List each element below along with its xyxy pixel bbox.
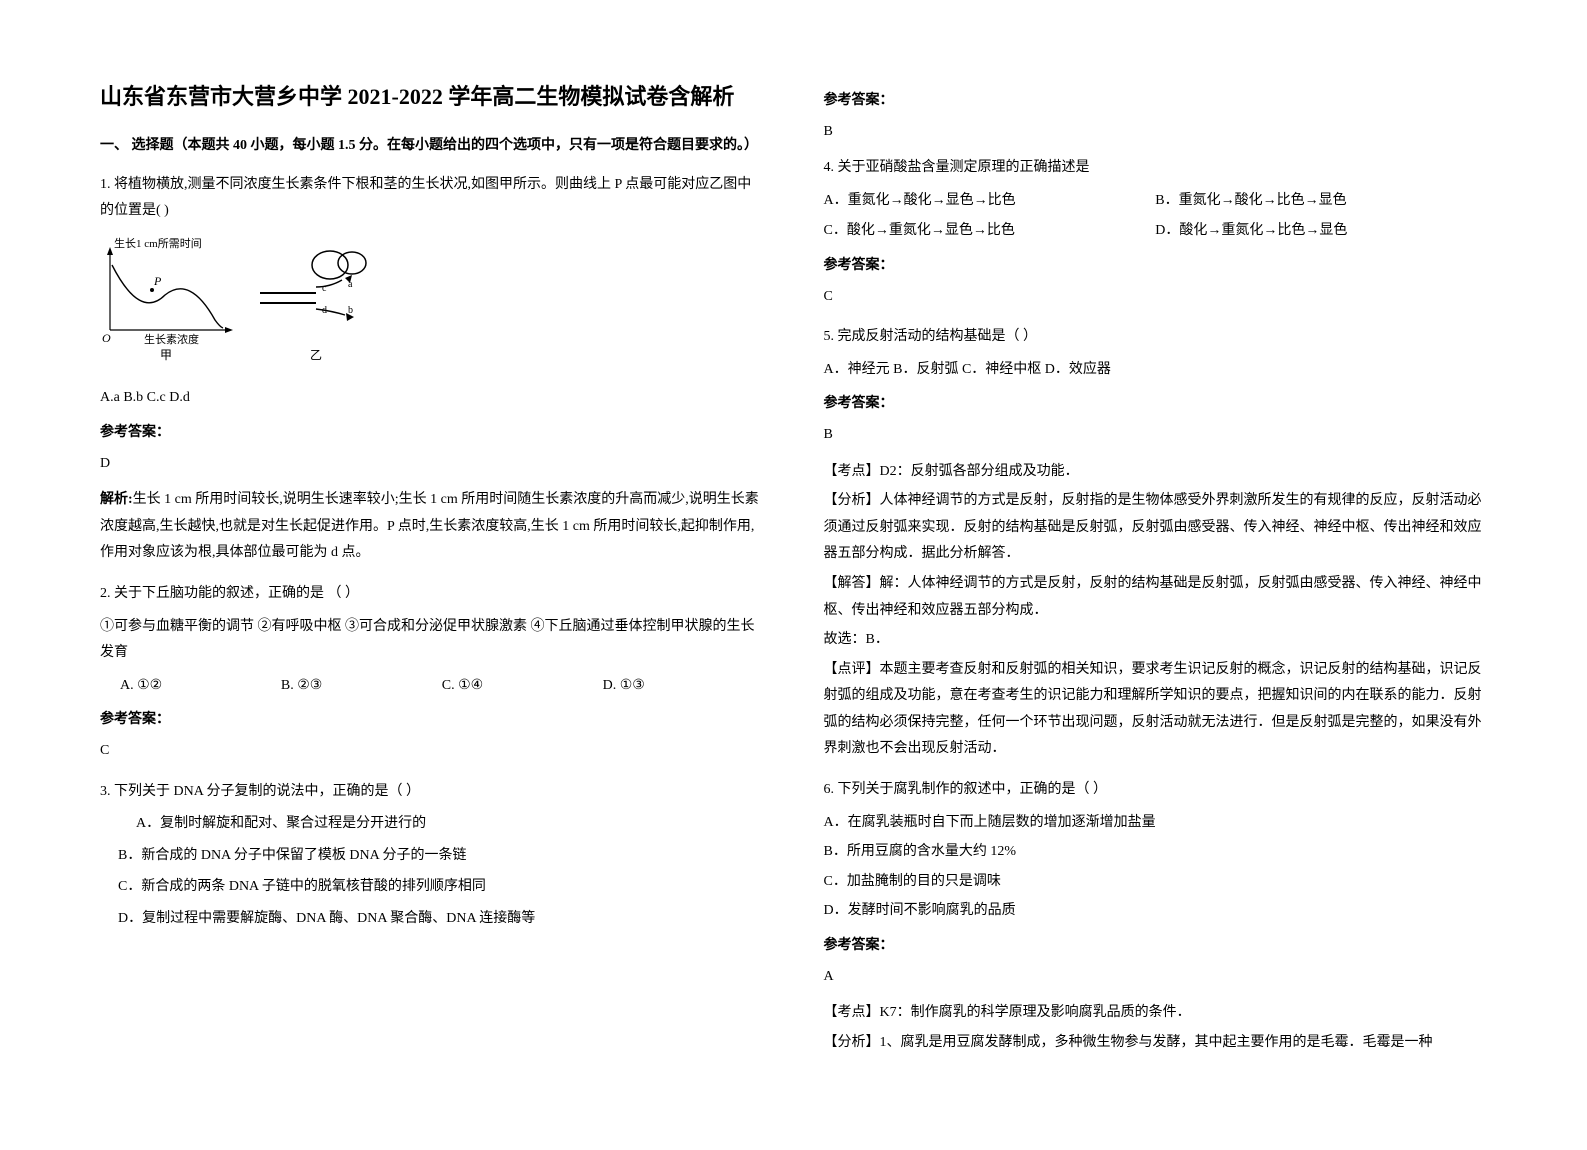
document-title: 山东省东营市大营乡中学 2021-2022 学年高二生物模拟试卷含解析: [100, 80, 764, 113]
svg-text:d: d: [322, 305, 327, 316]
question-1: 1. 将植物横放,测量不同浓度生长素条件下根和茎的生长状况,如图甲所示。则曲线上…: [100, 172, 764, 567]
svg-text:c: c: [322, 283, 327, 294]
q3-stem: 3. 下列关于 DNA 分子复制的说法中，正确的是（ ）: [100, 779, 764, 806]
q6-opt-a: A．在腐乳装瓶时自下而上随层数的增加逐渐增加盐量: [824, 810, 1488, 837]
question-4: 4. 关于亚硝酸盐含量测定原理的正确描述是 A．重氮化→酸化→显色→比色 B．重…: [824, 155, 1488, 310]
q6-opt-c: C．加盐腌制的目的只是调味: [824, 869, 1488, 896]
q2-opt-c: C. ①④: [442, 673, 603, 700]
answer-label: 参考答案：: [824, 253, 1488, 280]
left-column: 山东省东营市大营乡中学 2021-2022 学年高二生物模拟试卷含解析 一、 选…: [100, 80, 764, 1070]
q1-analysis-text: 生长 1 cm 所用时间较长,说明生长速率较小;生长 1 cm 所用时间随生长素…: [100, 492, 759, 560]
q4-opt-b: B．重氮化→酸化→比色→显色: [1155, 188, 1487, 215]
svg-text:b: b: [348, 305, 353, 316]
q4-options-row2: C．酸化→重氮化→显色→比色 D．酸化→重氮化→比色→显色: [824, 218, 1488, 245]
y-axis-label: 生长1 cm所需时间: [114, 236, 202, 250]
x-axis-label: 生长素浓度: [144, 332, 199, 346]
q1-options: A.a B.b C.c D.d: [100, 385, 764, 412]
q3-answer: B: [824, 119, 1488, 146]
left-caption: 甲: [160, 348, 172, 362]
answer-label: 参考答案：: [824, 933, 1488, 960]
q4-opt-a: A．重氮化→酸化→显色→比色: [824, 188, 1156, 215]
question-3: 3. 下列关于 DNA 分子复制的说法中，正确的是（ ） A．复制时解旋和配对、…: [100, 779, 764, 933]
q4-opt-c: C．酸化→重氮化→显色→比色: [824, 218, 1156, 245]
q6-kaodian: 【考点】K7：制作腐乳的科学原理及影响腐乳品质的条件．: [824, 1000, 1488, 1027]
q1-stem: 1. 将植物横放,测量不同浓度生长素条件下根和茎的生长状况,如图甲所示。则曲线上…: [100, 172, 764, 225]
q6-opt-d: D．发酵时间不影响腐乳的品质: [824, 898, 1488, 925]
q2-answer: C: [100, 738, 764, 765]
q5-jieda: 【解答】解：人体神经调节的方式是反射，反射的结构基础是反射弧，反射弧由感受器、传…: [824, 571, 1488, 624]
q1-analysis: 解析:生长 1 cm 所用时间较长,说明生长速率较小;生长 1 cm 所用时间随…: [100, 487, 764, 567]
q5-fenxi: 【分析】人体神经调节的方式是反射，反射指的是生物体感受外界刺激所发生的有规律的反…: [824, 488, 1488, 568]
q3-opt-a: A．复制时解旋和配对、聚合过程是分开进行的: [136, 811, 764, 838]
q5-guxuan: 故选：B．: [824, 627, 1488, 654]
q4-answer: C: [824, 284, 1488, 311]
q2-opt-a: A. ①②: [120, 673, 281, 700]
q2-items: ①可参与血糖平衡的调节 ②有呼吸中枢 ③可合成和分泌促甲状腺激素 ④下丘脑通过垂…: [100, 614, 764, 667]
q2-opt-b: B. ②③: [281, 673, 442, 700]
q2-stem: 2. 关于下丘脑功能的叙述，正确的是 （ ）: [100, 581, 764, 608]
q3-opt-d: D．复制过程中需要解旋酶、DNA 酶、DNA 聚合酶、DNA 连接酶等: [118, 906, 764, 933]
q5-dianping: 【点评】本题主要考查反射和反射弧的相关知识，要求考生识记反射的概念，识记反射的结…: [824, 657, 1488, 763]
q2-options: A. ①② B. ②③ C. ①④ D. ①③: [100, 673, 764, 700]
q6-answer: A: [824, 964, 1488, 991]
section-1-header: 一、 选择题（本题共 40 小题，每小题 1.5 分。在每小题给出的四个选项中，…: [100, 133, 764, 160]
right-caption: 乙: [310, 348, 322, 362]
point-p-label: P: [153, 274, 162, 288]
q6-fenxi: 【分析】1、腐乳是用豆腐发酵制成，多种微生物参与发酵，其中起主要作用的是毛霉．毛…: [824, 1030, 1488, 1057]
q3-opt-c: C．新合成的两条 DNA 子链中的脱氧核苷酸的排列顺序相同: [118, 874, 764, 901]
analysis-label: 解析:: [100, 492, 133, 507]
q1-answer: D: [100, 451, 764, 478]
answer-label: 参考答案：: [824, 391, 1488, 418]
q5-kaodian: 【考点】D2：反射弧各部分组成及功能．: [824, 459, 1488, 486]
q3-opt-b: B．新合成的 DNA 分子中保留了模板 DNA 分子的一条链: [118, 843, 764, 870]
q6-opt-b: B．所用豆腐的含水量大约 12%: [824, 839, 1488, 866]
svg-text:O: O: [102, 331, 111, 345]
q1-chart: 生长1 cm所需时间 P O 生长素浓度 甲: [100, 235, 764, 376]
answer-label: 参考答案：: [100, 707, 764, 734]
q3-options: A．复制时解旋和配对、聚合过程是分开进行的 B．新合成的 DNA 分子中保留了模…: [100, 811, 764, 932]
q5-answer: B: [824, 422, 1488, 449]
q4-opt-d: D．酸化→重氮化→比色→显色: [1155, 218, 1487, 245]
answer-label: 参考答案：: [100, 420, 764, 447]
q2-opt-d: D. ①③: [603, 673, 764, 700]
q4-options-row1: A．重氮化→酸化→显色→比色 B．重氮化→酸化→比色→显色: [824, 188, 1488, 215]
growth-chart-svg: 生长1 cm所需时间 P O 生长素浓度 甲: [100, 235, 380, 365]
right-column: 参考答案： B 4. 关于亚硝酸盐含量测定原理的正确描述是 A．重氮化→酸化→显…: [824, 80, 1488, 1070]
q5-stem: 5. 完成反射活动的结构基础是（ ）: [824, 324, 1488, 351]
q6-stem: 6. 下列关于腐乳制作的叙述中，正确的是（ ）: [824, 777, 1488, 804]
question-5: 5. 完成反射活动的结构基础是（ ） A．神经元 B．反射弧 C．神经中枢 D．…: [824, 324, 1488, 763]
q4-stem: 4. 关于亚硝酸盐含量测定原理的正确描述是: [824, 155, 1488, 182]
q5-options: A．神经元 B．反射弧 C．神经中枢 D．效应器: [824, 357, 1488, 384]
answer-label: 参考答案：: [824, 88, 1488, 115]
question-6: 6. 下列关于腐乳制作的叙述中，正确的是（ ） A．在腐乳装瓶时自下而上随层数的…: [824, 777, 1488, 1056]
question-2: 2. 关于下丘脑功能的叙述，正确的是 （ ） ①可参与血糖平衡的调节 ②有呼吸中…: [100, 581, 764, 765]
